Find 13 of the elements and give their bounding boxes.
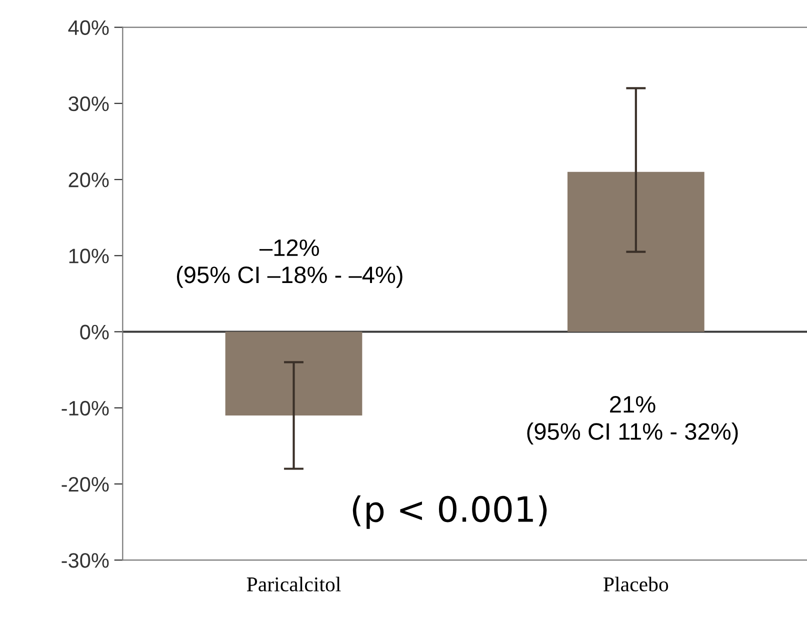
- x-tick-label: Paricalcitol: [246, 576, 341, 592]
- y-tick-label: -10%: [62, 400, 109, 416]
- y-tick-label: 30%: [68, 96, 109, 112]
- annotation: (p < 0.001): [352, 495, 547, 529]
- y-tick-label: 0%: [80, 324, 109, 340]
- x-tick-label: Placebo: [604, 576, 668, 592]
- y-tick-label: -20%: [62, 476, 109, 492]
- annotation: –12% (95% CI –18% - –4%): [176, 239, 402, 288]
- y-tick-label: -30%: [62, 553, 109, 568]
- annotation: 21% (95% CI 11% - 32%): [527, 396, 738, 445]
- y-tick-label: 10%: [69, 248, 109, 264]
- y-tick-label: 40%: [68, 20, 109, 36]
- y-tick-label: 20%: [68, 172, 109, 188]
